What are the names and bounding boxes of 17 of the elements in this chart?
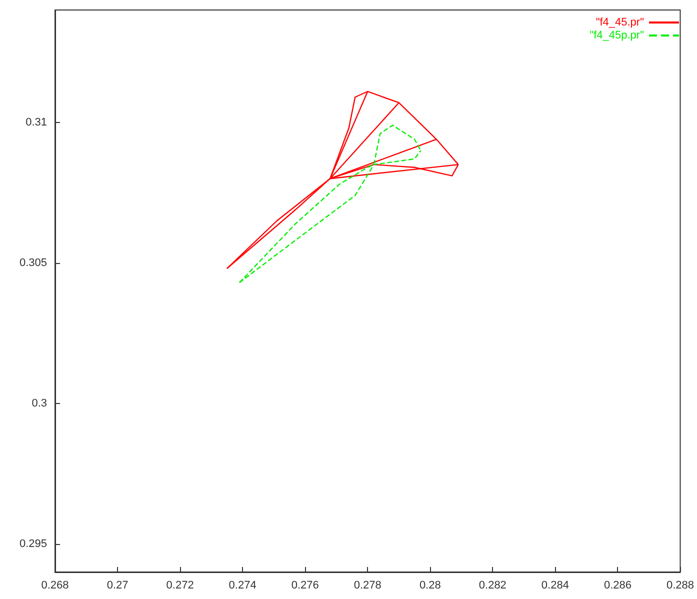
y-tick-label: 0.3 [32, 397, 47, 410]
y-tick-label: 0.305 [19, 256, 47, 269]
x-tick-label: 0.288 [666, 580, 694, 592]
x-tick-label: 0.27 [106, 580, 128, 592]
x-tick-label: 0.282 [478, 580, 506, 592]
x-tick-label: 0.272 [166, 580, 194, 592]
x-tick-label: 0.276 [291, 580, 319, 592]
x-tick-label: 0.286 [604, 580, 632, 592]
x-tick-label: 0.274 [228, 580, 256, 592]
legend-label: "f4_45p.pr" [590, 30, 644, 42]
x-tick-label: 0.268 [41, 580, 69, 592]
y-tick-label: 0.31 [26, 116, 47, 128]
y-tick-label: 0.295 [19, 538, 47, 550]
x-tick-label: 0.278 [354, 580, 382, 592]
x-tick-label: 0.28 [419, 580, 441, 592]
x-tick-label: 0.284 [541, 580, 569, 592]
legend-label: "f4_45.pr" [596, 16, 644, 28]
